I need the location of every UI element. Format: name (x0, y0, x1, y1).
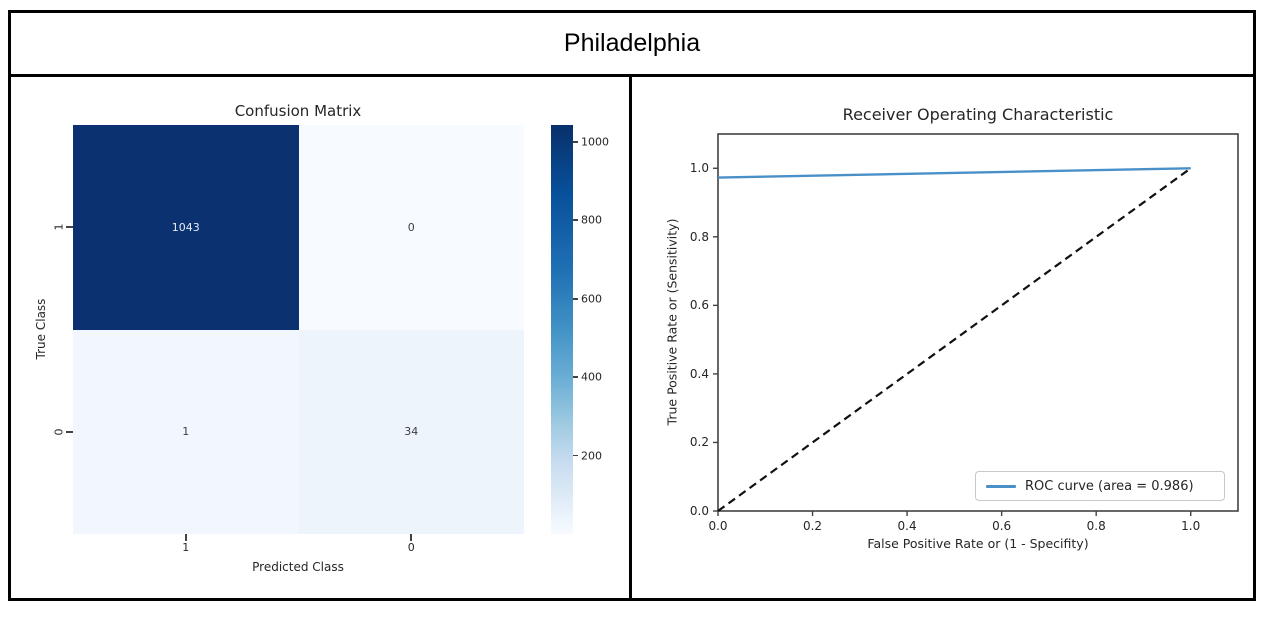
roc-y-tick-label: 1.0 (689, 161, 709, 176)
cm-x-tick-label: 1 (182, 541, 190, 554)
cm-y-tick-label: 1 (52, 223, 66, 231)
roc-axis-ticks (713, 167, 1192, 516)
roc-y-axis-label: True Positive Rate or (Sensitivity) (664, 218, 680, 426)
confusion-matrix-panel: Confusion Matrix 1043 0 1 34 True Class Pre… (11, 77, 632, 598)
report-title-row: Philadelphia (11, 13, 1253, 77)
roc-x-axis-label: False Positive Rate or (1 - Specifity) (867, 536, 1089, 551)
report-body: Confusion Matrix 1043 0 1 34 True Class Pre… (11, 77, 1253, 598)
cm-y-axis-label: True Class (34, 298, 48, 360)
colorbar-tick-mark (573, 219, 578, 222)
roc-x-tick-label: 1.0 (1181, 519, 1201, 533)
roc-y-tick-label: 0.4 (689, 366, 709, 381)
roc-curve-line (717, 167, 1191, 179)
report-table: Philadelphia Confusion Matrix 1043 0 1 34 T… (8, 10, 1256, 601)
roc-plot (713, 133, 1239, 516)
cm-x-tick-mark (184, 534, 187, 541)
roc-x-tick-label: 0.6 (992, 519, 1012, 533)
roc-x-tick-label: 0.8 (1086, 519, 1106, 533)
cm-y-tick-mark (66, 430, 73, 433)
roc-y-tick-label: 0.8 (689, 229, 709, 244)
roc-y-tick-label: 0.6 (689, 298, 709, 313)
roc-y-tick-label: 0.2 (689, 435, 709, 450)
colorbar-tick-mark (573, 141, 578, 143)
roc-axes-frame (717, 133, 1239, 512)
heatmap-cell: 34 (298, 329, 524, 534)
roc-legend: ROC curve (area = 0.986) (975, 471, 1225, 501)
heatmap-cell: 1043 (73, 125, 299, 330)
roc-legend-line-sample (986, 484, 1016, 488)
roc-title: Receiver Operating Characteristic (842, 105, 1114, 124)
roc-y-tick-label: 0.0 (689, 504, 709, 518)
colorbar-tick-mark (573, 376, 578, 378)
colorbar-tick-label: 600 (581, 292, 602, 306)
roc-x-tick-label: 0.4 (897, 519, 917, 533)
cm-x-tick-mark (410, 534, 413, 541)
heatmap: 1043 0 1 34 (73, 125, 524, 534)
colorbar-tick-label: 200 (581, 449, 602, 463)
heatmap-cell: 1 (73, 329, 299, 534)
colorbar-tick-label: 1000 (581, 135, 609, 149)
report-title: Philadelphia (563, 29, 701, 57)
cm-y-tick-label: 0 (52, 428, 66, 436)
colorbar-tick-mark (573, 297, 578, 300)
cm-y-tick-mark (66, 226, 73, 229)
roc-panel: Receiver Operating Characteristic False … (632, 77, 1253, 598)
colorbar-tick-label: 400 (581, 370, 602, 384)
diagonal-reference-line (717, 167, 1192, 512)
roc-x-tick-label: 0.2 (802, 519, 823, 533)
roc-legend-label: ROC curve (area = 0.986) (1025, 478, 1194, 494)
colorbar-tick-mark (573, 454, 578, 457)
cm-x-axis-label: Predicted Class (252, 560, 344, 574)
confusion-matrix-title: Confusion Matrix (234, 102, 362, 120)
colorbar (551, 125, 573, 534)
cm-x-tick-label: 0 (407, 541, 415, 554)
roc-x-tick-label: 0.0 (708, 519, 728, 533)
colorbar-tick-label: 800 (581, 213, 602, 227)
heatmap-cell: 0 (298, 125, 524, 330)
roc-series (717, 167, 1192, 512)
